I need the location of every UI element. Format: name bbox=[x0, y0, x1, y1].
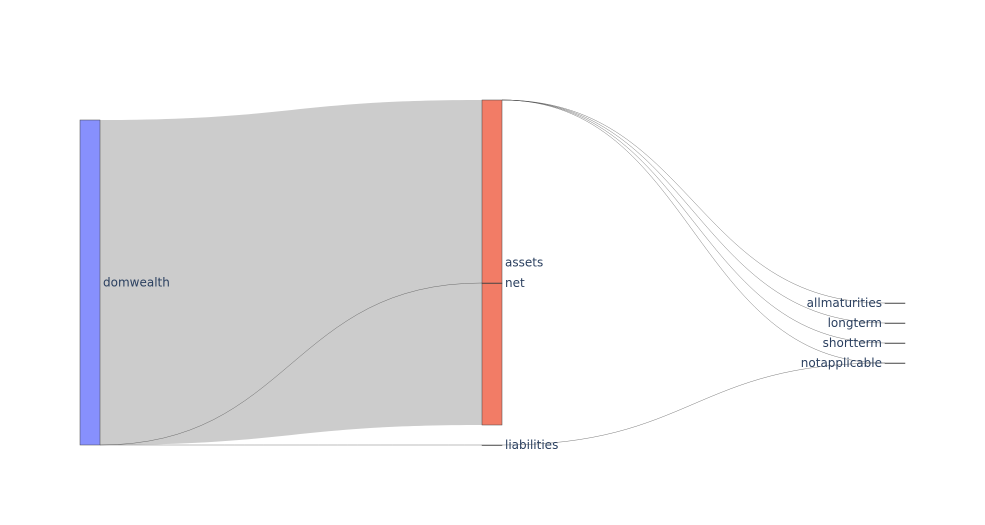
link-assets-to-longterm[interactable] bbox=[501, 99, 886, 324]
link-domwealth-to-assets[interactable] bbox=[100, 100, 482, 445]
node-net[interactable] bbox=[481, 282, 503, 284]
node-allmaturities[interactable] bbox=[884, 302, 906, 304]
link-assets-to-shortterm[interactable] bbox=[501, 99, 886, 344]
node-label-shortterm: shortterm bbox=[823, 336, 882, 350]
node-label-notapplicable: notapplicable bbox=[801, 356, 882, 370]
node-domwealth[interactable] bbox=[79, 119, 101, 446]
node-label-allmaturities: allmaturities bbox=[807, 296, 882, 310]
link-domwealth-to-net[interactable] bbox=[99, 282, 483, 446]
link-assets-to-allmaturities[interactable] bbox=[501, 99, 886, 304]
labels-layer: domwealth assets liabilities net allmaturiti… bbox=[103, 256, 882, 453]
link-liabilities-to-notapplicable[interactable] bbox=[501, 362, 886, 446]
node-label-net: net bbox=[505, 276, 525, 290]
node-label-liabilities: liabilities bbox=[505, 438, 558, 452]
node-liabilities[interactable] bbox=[481, 444, 503, 446]
links-layer bbox=[99, 99, 886, 446]
link-assets-to-notapplicable[interactable] bbox=[501, 99, 886, 364]
node-label-assets: assets bbox=[505, 256, 543, 270]
nodes-layer bbox=[79, 99, 906, 446]
node-shortterm[interactable] bbox=[884, 342, 906, 344]
node-assets[interactable] bbox=[481, 99, 503, 426]
node-label-domwealth: domwealth bbox=[103, 276, 170, 290]
node-notapplicable[interactable] bbox=[884, 362, 906, 364]
node-longterm[interactable] bbox=[884, 322, 906, 324]
node-label-longterm: longterm bbox=[828, 316, 882, 330]
